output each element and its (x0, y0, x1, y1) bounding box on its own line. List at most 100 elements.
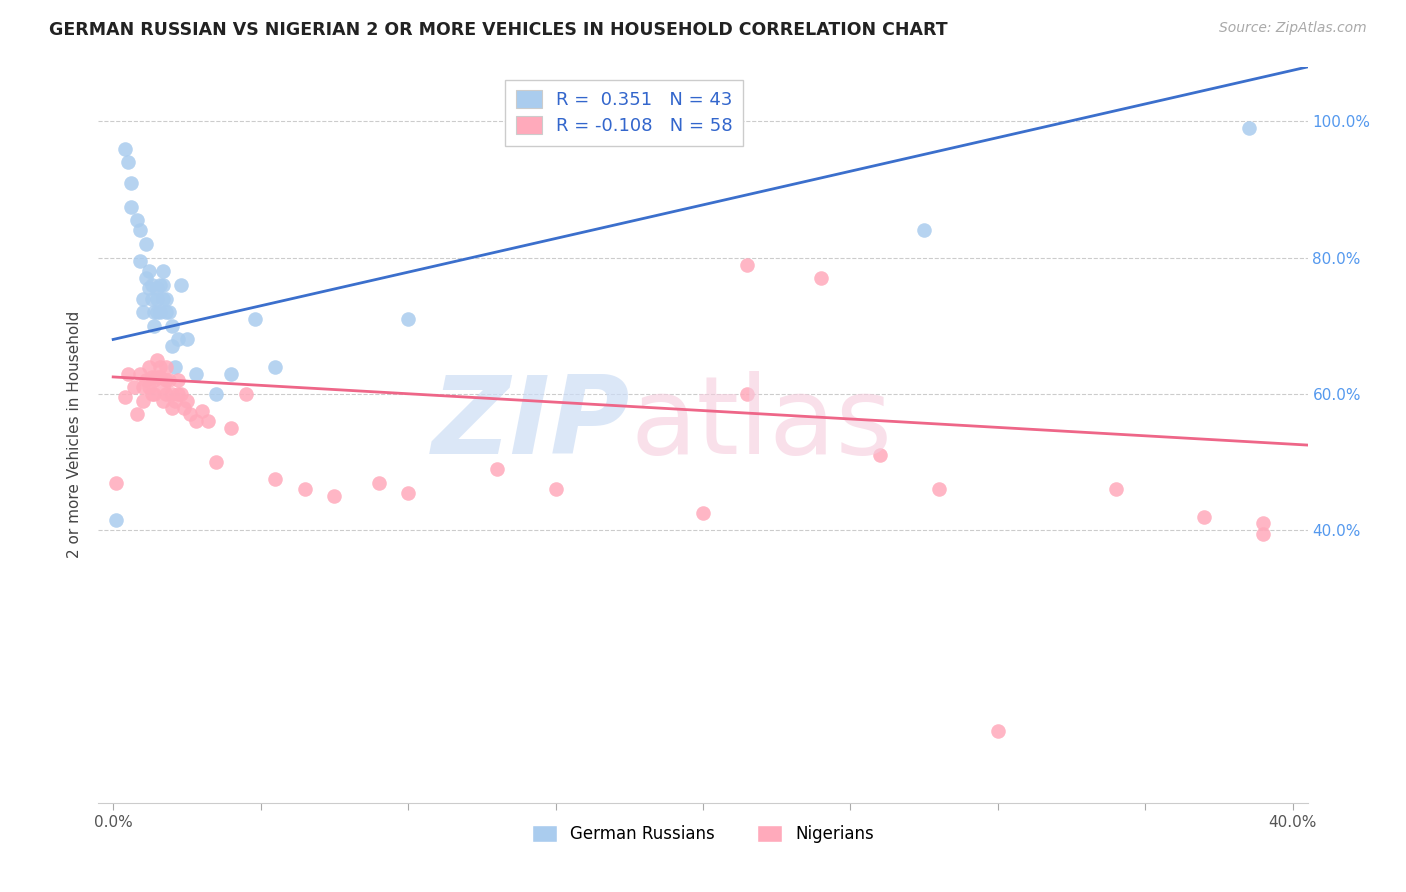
Point (128, 367, 150, 381)
Point (138, 380, 160, 394)
Point (155, 373, 177, 387)
Point (135, 373, 157, 387)
Point (152, 380, 174, 394)
Point (141, 292, 163, 306)
Text: ZIP: ZIP (432, 371, 630, 477)
Legend: German Russians, Nigerians: German Russians, Nigerians (526, 818, 880, 850)
Point (152, 264, 174, 278)
Point (155, 387, 177, 401)
Point (105, 475, 128, 490)
Point (138, 281, 160, 295)
Point (167, 387, 190, 401)
Point (135, 237, 157, 252)
Point (735, 387, 758, 401)
Point (146, 281, 169, 295)
Point (149, 370, 172, 384)
Point (155, 359, 177, 374)
Point (160, 339, 183, 353)
Point (131, 292, 153, 306)
Point (160, 401, 183, 415)
Point (323, 489, 346, 503)
Point (184, 414, 207, 428)
Point (149, 277, 172, 292)
Point (131, 393, 153, 408)
Point (165, 393, 187, 408)
Point (155, 305, 177, 319)
Point (152, 277, 174, 292)
Point (141, 277, 163, 292)
Point (810, 271, 832, 285)
Y-axis label: 2 or more Vehicles in Household: 2 or more Vehicles in Household (67, 311, 83, 558)
Point (1253, 526, 1275, 541)
Point (264, 359, 287, 374)
Point (176, 393, 198, 408)
Point (125, 213, 148, 227)
Point (120, 176, 142, 190)
Point (692, 506, 714, 520)
Point (1194, 509, 1216, 524)
Point (141, 387, 163, 401)
Point (184, 367, 207, 381)
Point (146, 352, 169, 367)
Point (735, 258, 758, 272)
Point (1237, 121, 1260, 136)
Point (190, 404, 212, 418)
Point (1253, 516, 1275, 531)
Point (205, 387, 228, 401)
Point (117, 155, 139, 169)
Point (122, 380, 145, 394)
Point (114, 390, 136, 404)
Point (167, 333, 190, 347)
Point (125, 408, 148, 422)
Point (485, 462, 508, 476)
Point (146, 305, 169, 319)
Point (128, 254, 150, 268)
Point (105, 513, 128, 527)
Point (987, 724, 1010, 739)
Point (396, 485, 419, 500)
Point (143, 387, 166, 401)
Point (114, 142, 136, 156)
Point (235, 387, 257, 401)
Text: atlas: atlas (630, 371, 893, 477)
Point (165, 359, 187, 374)
Point (928, 483, 950, 497)
Point (157, 305, 180, 319)
Point (243, 312, 266, 326)
Point (157, 373, 180, 387)
Point (205, 455, 228, 469)
Point (143, 318, 166, 333)
Point (160, 387, 183, 401)
Point (149, 359, 172, 374)
Point (152, 393, 174, 408)
Point (170, 387, 193, 401)
Point (294, 483, 316, 497)
Point (149, 305, 172, 319)
Point (146, 370, 169, 384)
Point (219, 421, 242, 435)
Point (264, 472, 287, 486)
Text: GERMAN RUSSIAN VS NIGERIAN 2 OR MORE VEHICLES IN HOUSEHOLD CORRELATION CHART: GERMAN RUSSIAN VS NIGERIAN 2 OR MORE VEH… (49, 21, 948, 38)
Point (128, 223, 150, 237)
Point (131, 305, 153, 319)
Point (1105, 483, 1128, 497)
Point (152, 292, 174, 306)
Point (869, 448, 891, 462)
Point (155, 292, 177, 306)
Point (117, 367, 139, 381)
Point (138, 359, 160, 374)
Point (173, 401, 195, 415)
Point (912, 223, 935, 237)
Point (367, 475, 389, 490)
Point (143, 305, 166, 319)
Point (143, 373, 166, 387)
Point (219, 367, 242, 381)
Point (131, 380, 153, 394)
Point (167, 373, 190, 387)
Point (170, 277, 193, 292)
Point (197, 414, 219, 428)
Point (138, 264, 160, 278)
Point (179, 408, 201, 422)
Point (544, 483, 567, 497)
Point (396, 312, 419, 326)
